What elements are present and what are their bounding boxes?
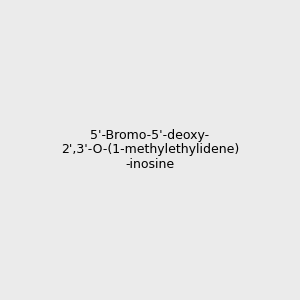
Text: 5'-Bromo-5'-deoxy-
2',3'-O-(1-methylethylidene)
-inosine: 5'-Bromo-5'-deoxy- 2',3'-O-(1-methylethy… bbox=[61, 128, 239, 172]
